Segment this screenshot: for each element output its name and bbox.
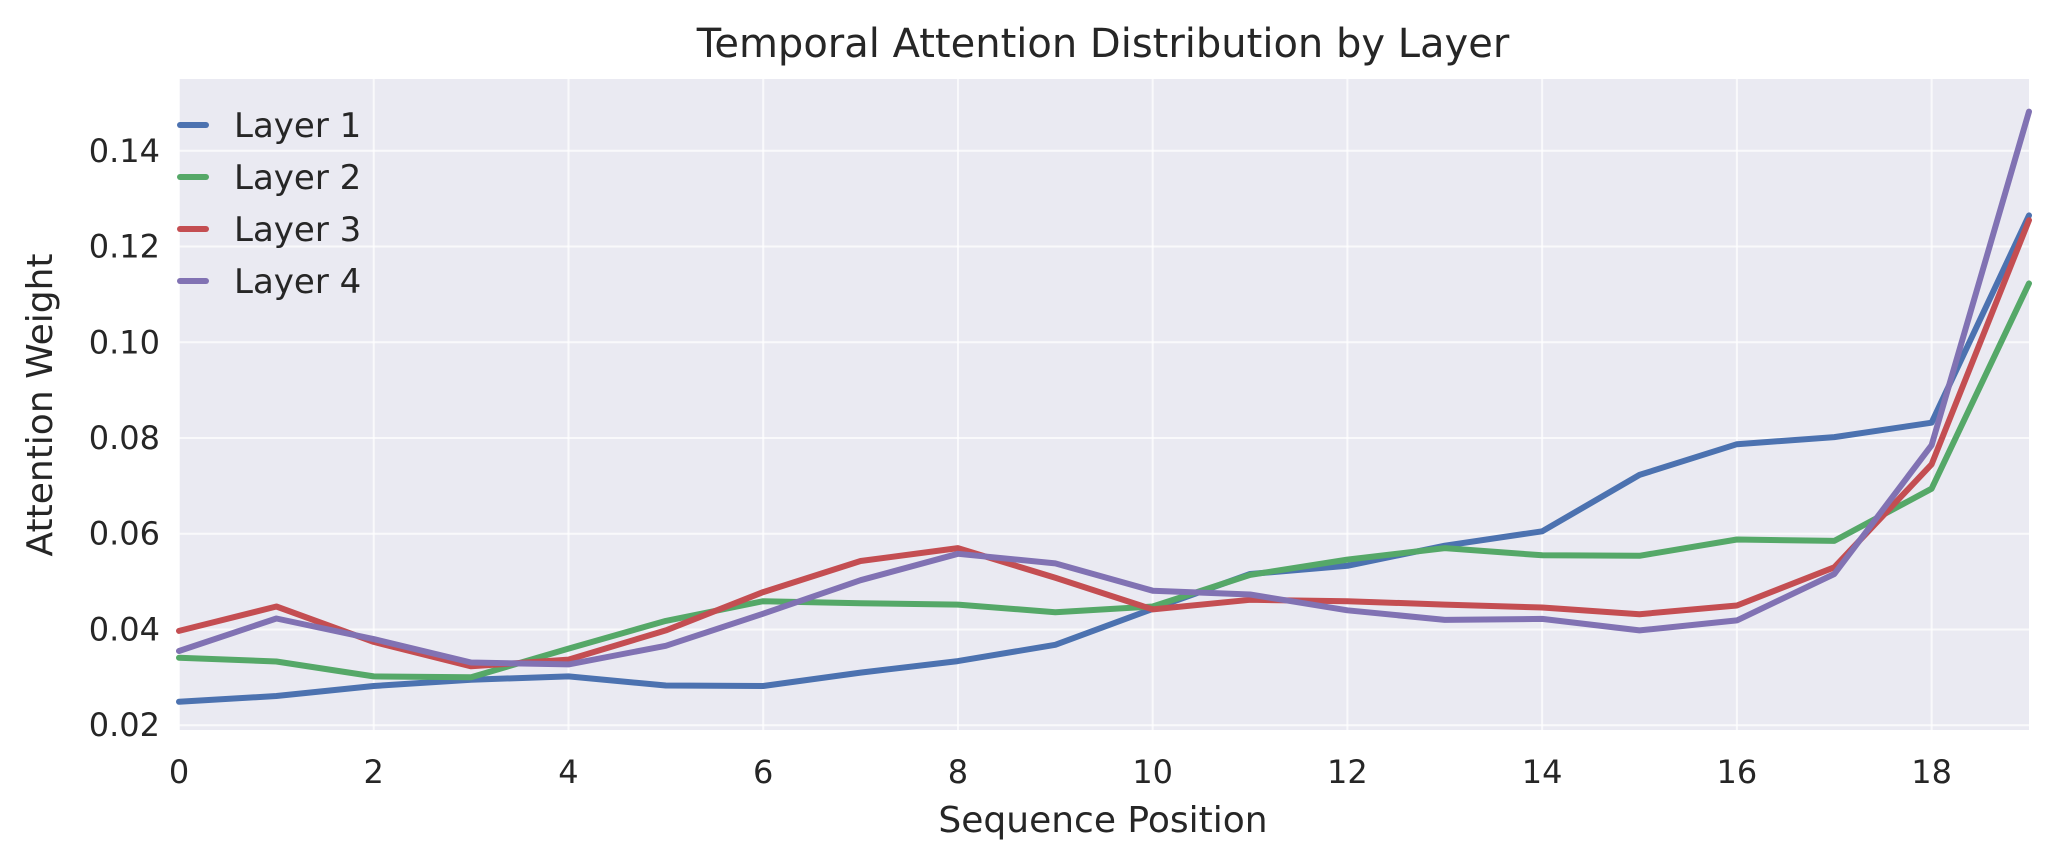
legend-label-layer-1: Layer 1	[234, 106, 361, 146]
x-tick-label: 16	[1717, 753, 1758, 791]
grid	[178, 79, 2029, 730]
y-tick-label: 0.08	[89, 419, 160, 457]
series-line-layer-2	[176, 280, 2032, 681]
y-tick-label: 0.06	[89, 515, 160, 553]
x-tick-label: 12	[1327, 753, 1368, 791]
y-axis-ticks: 0.02 0.04 0.06 0.08 0.10 0.12 0.14	[89, 132, 160, 744]
x-tick-label: 4	[558, 753, 578, 791]
x-tick-label: 6	[753, 753, 773, 791]
y-tick-label: 0.14	[89, 132, 160, 170]
y-tick-label: 0.02	[89, 706, 160, 744]
legend-label-layer-3: Layer 3	[234, 210, 361, 250]
y-tick-label: 0.12	[89, 228, 160, 266]
legend-label-layer-2: Layer 2	[234, 158, 361, 198]
x-tick-label: 0	[169, 753, 189, 791]
y-axis-label: Attention Weight	[20, 253, 61, 556]
x-axis-label: Sequence Position	[938, 800, 1267, 841]
x-tick-label: 8	[948, 753, 968, 791]
legend: Layer 1 Layer 2 Layer 3 Layer 4	[177, 106, 361, 302]
legend-label-layer-4: Layer 4	[234, 262, 361, 302]
chart-title: Temporal Attention Distribution by Layer	[696, 21, 1510, 67]
x-tick-label: 10	[1132, 753, 1173, 791]
plot-background	[179, 79, 2029, 730]
series-lines	[176, 108, 2032, 705]
x-tick-label: 18	[1911, 753, 1952, 791]
series-line-layer-4	[176, 108, 2032, 668]
x-tick-label: 2	[364, 753, 384, 791]
x-axis-ticks: 0 2 4 6 8 10 12 14 16 18	[169, 753, 1952, 791]
y-tick-label: 0.10	[89, 323, 160, 361]
y-tick-label: 0.04	[89, 610, 160, 648]
series-line-layer-1	[176, 212, 2032, 705]
x-tick-label: 14	[1522, 753, 1563, 791]
